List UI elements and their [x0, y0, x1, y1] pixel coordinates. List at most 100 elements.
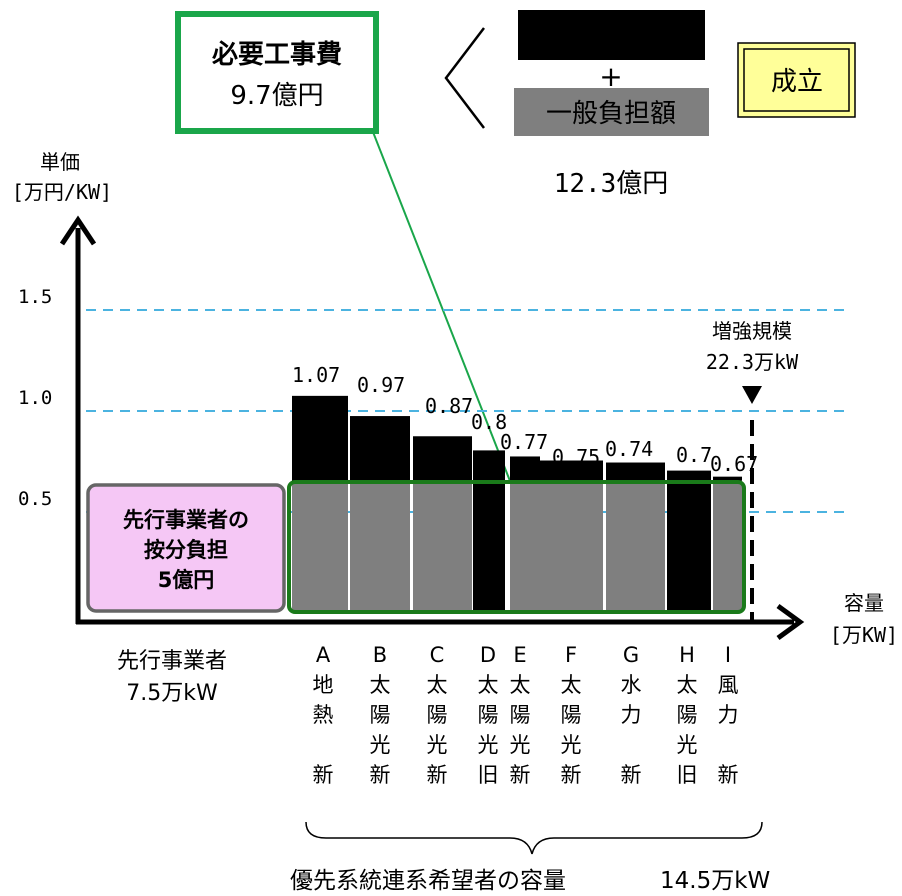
general-burden-box: [514, 88, 709, 136]
precedent-share-line3: 5億円: [158, 568, 215, 592]
bar-F-lower: [540, 480, 603, 612]
cost-range-outline: [287, 480, 746, 614]
y-tick-label: 1.5: [18, 286, 52, 308]
required-cost-value: 9.7億円: [230, 81, 323, 111]
priority-capacity-brace: [305, 821, 763, 855]
y-axis-label-line2: [万円/KW]: [12, 180, 112, 204]
result-badge-outer: [737, 42, 856, 118]
bar-I-lower: [713, 480, 742, 612]
category-F-char: 太: [561, 673, 582, 697]
category-C-char: 太: [427, 673, 448, 697]
bar-F-value-label: 0.75: [552, 445, 600, 469]
bar-I-upper: [713, 476, 742, 481]
category-I-char: 新: [718, 763, 739, 787]
reinforcement-label-line2: 22.3万kW: [706, 350, 799, 374]
bar-C-lower: [413, 480, 472, 612]
category-G-char: 新: [621, 763, 642, 787]
category-H-char: 陽: [677, 703, 698, 727]
category-E-char: E: [513, 643, 526, 667]
category-B-char: 陽: [370, 703, 391, 727]
result-badge-inner: [743, 48, 850, 112]
bar-H-upper: [667, 470, 711, 481]
callout-connector-line: [372, 131, 511, 482]
category-labels: A地熱新B太陽光新C太陽光新D太陽光旧E太陽光新F太陽光新G水力新H太陽光旧I風…: [313, 643, 739, 787]
category-F-char: 光: [561, 733, 582, 757]
bar-G-lower: [606, 480, 665, 612]
y-axis-label-line1: 単価: [40, 150, 80, 174]
bar-B-upper: [350, 416, 410, 481]
bar-A-upper: [292, 395, 348, 481]
category-A-char: 熱: [313, 703, 334, 727]
category-F-char: 陽: [561, 703, 582, 727]
category-E-char: 陽: [510, 703, 531, 727]
category-H-char: H: [679, 643, 695, 667]
reinforcement-marker-icon: [742, 386, 762, 404]
category-I-char: I: [725, 643, 731, 667]
category-G-char: 水: [621, 673, 642, 697]
category-D-char: D: [480, 643, 496, 667]
bar-A-lower: [292, 480, 348, 612]
bar-D-upper: [473, 450, 505, 481]
plus-sign: +: [599, 60, 622, 93]
bar-E-lower: [510, 480, 540, 612]
priority-capacity-label: 優先系統連系希望者の容量: [290, 868, 566, 894]
bar-C-upper: [413, 436, 472, 481]
reinforcement-label-line1: 増強規模: [712, 319, 792, 343]
bars: 1.07 0.970.870.80.770.75 0.74 0.70.67: [292, 363, 758, 612]
category-B-char: B: [373, 643, 387, 667]
bar-C-value-label: 0.87: [425, 394, 473, 418]
required-cost-title: 必要工事費: [212, 40, 342, 70]
category-F-char: F: [565, 643, 577, 667]
bar-G-value-label: 0.74: [605, 437, 653, 461]
category-I-char: 力: [718, 703, 739, 727]
category-D-char: 陽: [478, 703, 499, 727]
category-H-char: 旧: [677, 763, 698, 787]
category-E-char: 新: [510, 763, 531, 787]
y-tick-label: 1.0: [18, 387, 52, 409]
category-H-char: 光: [677, 733, 698, 757]
bar-B-lower: [350, 480, 410, 612]
category-C-char: 陽: [427, 703, 448, 727]
bar-H-value-label: 0.7: [676, 443, 712, 467]
category-D-char: 旧: [478, 763, 499, 787]
total-amount: 12.3億円: [554, 169, 669, 199]
category-B-char: 光: [370, 733, 391, 757]
category-F-char: 新: [561, 763, 582, 787]
bar-H-lower: [667, 480, 711, 612]
bar-E-upper: [510, 456, 540, 481]
bar-D-value-label: 0.8: [471, 410, 507, 434]
category-D-char: 太: [478, 673, 499, 697]
priority-capacity-value: 14.5万kW: [660, 868, 770, 894]
result-badge-label: 成立: [771, 67, 823, 97]
precedent-share-box: [86, 483, 286, 613]
category-B-char: 新: [370, 763, 391, 787]
category-G-char: 力: [621, 703, 642, 727]
precedent-share-line2: 按分負担: [144, 538, 228, 562]
category-C-char: C: [430, 643, 445, 667]
bid-amount-label: 入札額: [572, 22, 650, 52]
general-burden-label: 一般負担額: [546, 99, 676, 129]
category-G-char: G: [623, 643, 639, 667]
y-tick-label: 0.5: [18, 488, 52, 510]
category-A-char: A: [316, 643, 331, 667]
bar-D-lower: [473, 480, 505, 612]
bar-G-upper: [606, 462, 665, 481]
precedent-label-line2: 7.5万kW: [126, 681, 218, 706]
category-A-char: 新: [313, 763, 334, 787]
category-E-char: 光: [510, 733, 531, 757]
category-E-char: 太: [510, 673, 531, 697]
x-axis-label-line1: 容量: [844, 591, 884, 615]
x-axis-arrow-icon: [776, 603, 805, 641]
category-I-char: 風: [718, 673, 739, 697]
precedent-share-line1: 先行事業者の: [123, 508, 249, 532]
bar-A-value-label: 1.07: [292, 363, 340, 387]
precedent-label-line1: 先行事業者: [117, 649, 227, 674]
category-A-char: 地: [313, 673, 334, 697]
category-D-char: 光: [478, 733, 499, 757]
bid-amount-box: [518, 10, 705, 60]
category-H-char: 太: [677, 673, 698, 697]
category-C-char: 光: [427, 733, 448, 757]
category-B-char: 太: [370, 673, 391, 697]
